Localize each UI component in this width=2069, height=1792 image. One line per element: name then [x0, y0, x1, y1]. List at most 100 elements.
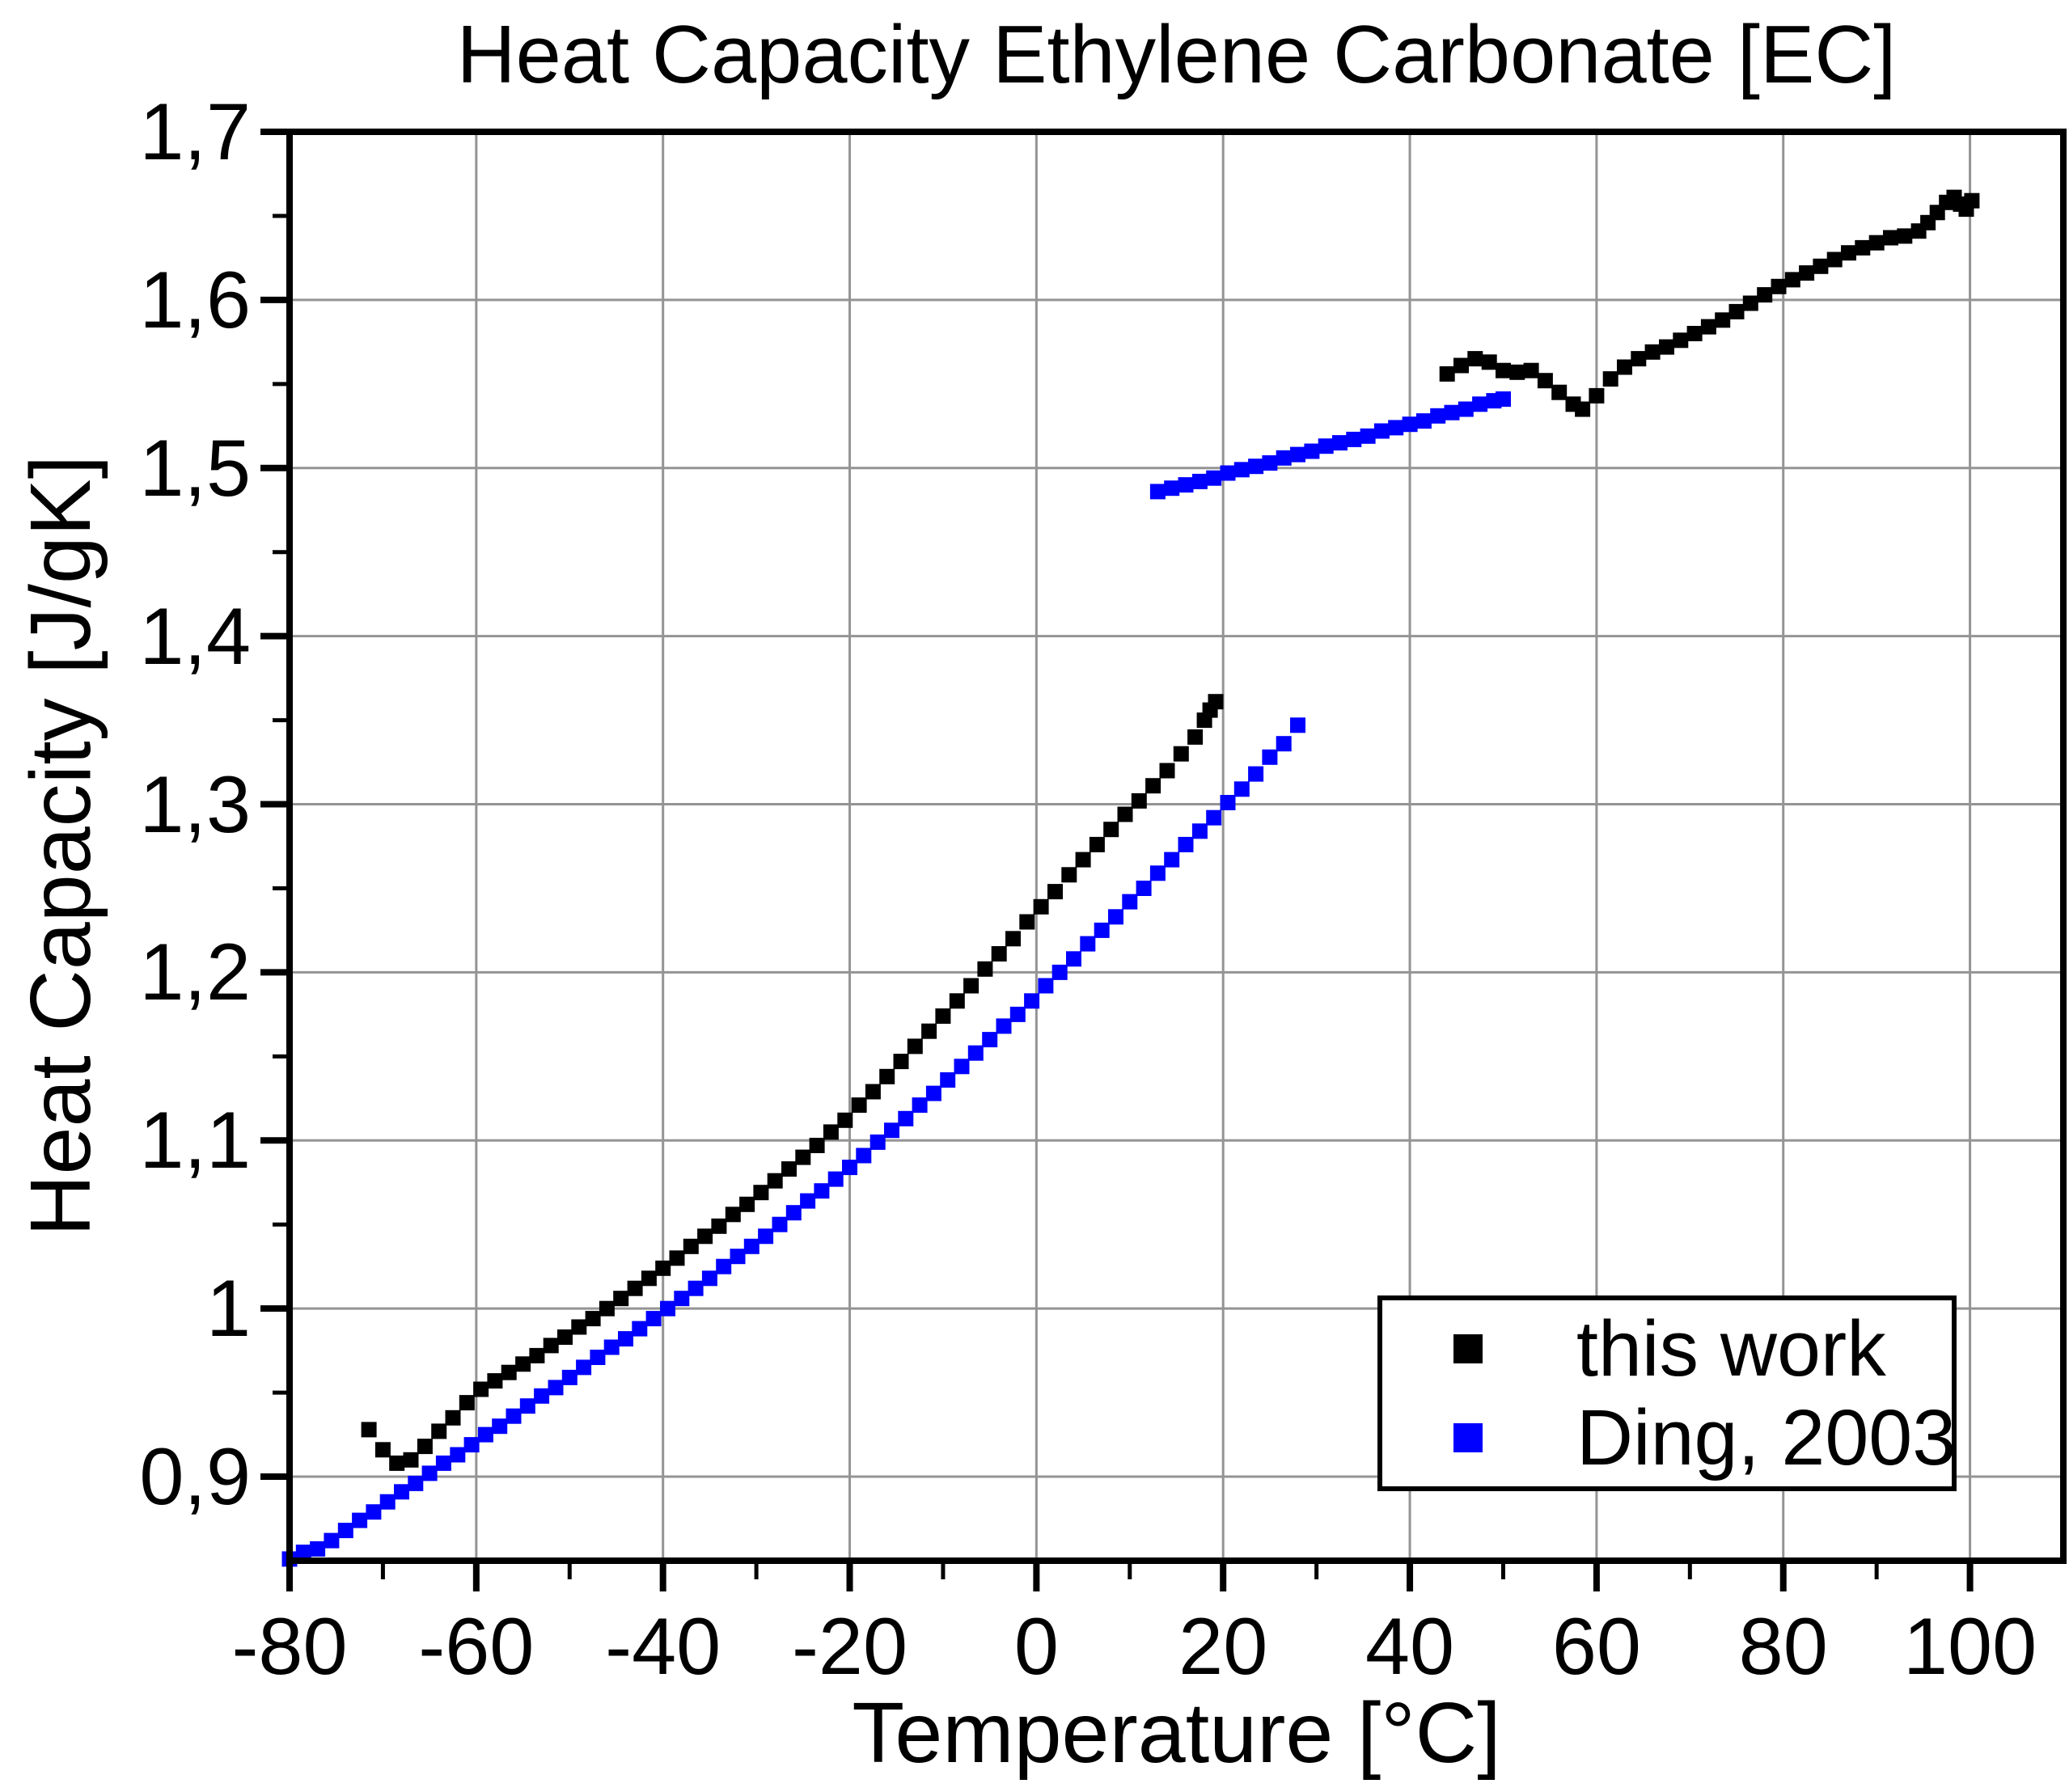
- data-point: [374, 1442, 391, 1458]
- data-point: [1659, 339, 1674, 355]
- data-point: [1005, 931, 1021, 947]
- data-point: [767, 1173, 783, 1189]
- data-point: [492, 1418, 508, 1435]
- data-point: [1644, 344, 1661, 360]
- y-tick-label: 1: [205, 1263, 251, 1354]
- data-point: [571, 1319, 587, 1335]
- data-point: [967, 1045, 984, 1061]
- data-point: [1700, 319, 1716, 335]
- data-point: [1178, 836, 1194, 852]
- data-point: [561, 1369, 578, 1385]
- data-point: [1964, 192, 1980, 209]
- data-point: [1771, 278, 1787, 294]
- legend-marker-blue-square: [1453, 1423, 1483, 1452]
- data-point: [1453, 357, 1469, 374]
- data-point: [739, 1196, 755, 1212]
- data-point: [851, 1097, 867, 1114]
- data-point: [1131, 792, 1147, 809]
- legend-item-ding-2003: Ding, 2003: [1382, 1397, 1956, 1478]
- data-point: [1080, 936, 1096, 952]
- data-point: [1458, 401, 1474, 417]
- data-point: [1019, 914, 1035, 930]
- data-point: [1136, 881, 1152, 896]
- data-point: [487, 1373, 503, 1389]
- data-point: [1122, 894, 1138, 910]
- data-point: [1318, 438, 1334, 454]
- data-point: [1686, 326, 1703, 341]
- data-point: [1206, 809, 1222, 826]
- data-point: [898, 1110, 914, 1126]
- x-tick-label: 40: [1365, 1601, 1455, 1691]
- data-point: [1496, 362, 1511, 378]
- data-point: [473, 1381, 489, 1397]
- data-point: [940, 1072, 956, 1088]
- data-point: [632, 1321, 648, 1337]
- data-point: [1360, 428, 1376, 444]
- x-tick-label: 60: [1551, 1601, 1641, 1691]
- data-point: [758, 1228, 774, 1245]
- data-point: [925, 1085, 941, 1101]
- data-point: [982, 1032, 998, 1048]
- data-point: [1290, 446, 1305, 463]
- data-point: [445, 1410, 461, 1426]
- data-point: [1094, 922, 1110, 938]
- data-point: [1038, 978, 1054, 994]
- data-point: [1673, 332, 1689, 349]
- legend-marker-black-square: [1453, 1334, 1483, 1363]
- data-point: [1742, 295, 1758, 311]
- data-point: [921, 1023, 937, 1039]
- data-point: [417, 1439, 433, 1455]
- data-point: [1164, 480, 1180, 497]
- data-point: [842, 1160, 857, 1176]
- data-point: [557, 1329, 573, 1345]
- data-point: [1617, 359, 1632, 375]
- data-point: [379, 1494, 396, 1510]
- data-point: [613, 1291, 629, 1307]
- x-tick-label: -20: [791, 1601, 908, 1691]
- data-point: [655, 1260, 671, 1276]
- data-point: [1728, 303, 1745, 319]
- y-tick-label: 1,4: [139, 590, 251, 681]
- data-point: [1304, 443, 1320, 459]
- data-point: [1346, 431, 1362, 447]
- data-point: [366, 1504, 382, 1520]
- data-point: [1602, 371, 1618, 387]
- legend-box: this work Ding, 2003: [1377, 1295, 1957, 1491]
- data-point: [295, 1545, 311, 1561]
- data-point: [506, 1408, 522, 1424]
- data-point: [1897, 228, 1913, 244]
- data-point: [501, 1364, 517, 1380]
- data-point: [394, 1484, 409, 1500]
- y-tick-label: 1,7: [139, 87, 251, 176]
- data-point: [352, 1512, 368, 1528]
- x-tick-label: -40: [605, 1601, 721, 1691]
- data-point: [1537, 373, 1553, 389]
- data-point: [1089, 836, 1105, 852]
- data-point: [711, 1218, 727, 1234]
- data-point: [753, 1185, 769, 1201]
- data-point: [1551, 384, 1568, 400]
- y-tick-label: 0,9: [139, 1431, 251, 1522]
- data-point: [977, 961, 993, 977]
- data-point: [1481, 354, 1497, 370]
- chart-title: Heat Capacity Ethylene Carbonate [EC]: [456, 10, 1897, 100]
- data-point: [893, 1054, 909, 1070]
- data-point: [1061, 867, 1077, 883]
- legend-label: this work: [1576, 1304, 1886, 1393]
- data-point: [641, 1270, 657, 1287]
- data-point: [1575, 401, 1591, 417]
- data-point: [1841, 245, 1856, 261]
- plot-frame: [286, 129, 2067, 1564]
- data-point: [683, 1238, 699, 1254]
- data-point: [337, 1523, 353, 1539]
- data-point: [743, 1238, 759, 1254]
- x-tick-label: 100: [1902, 1601, 2037, 1691]
- data-point: [1191, 823, 1208, 839]
- data-point: [1276, 450, 1292, 466]
- data-point: [1472, 396, 1488, 412]
- data-point: [1075, 852, 1091, 868]
- data-point: [912, 1097, 928, 1114]
- data-point: [618, 1331, 633, 1347]
